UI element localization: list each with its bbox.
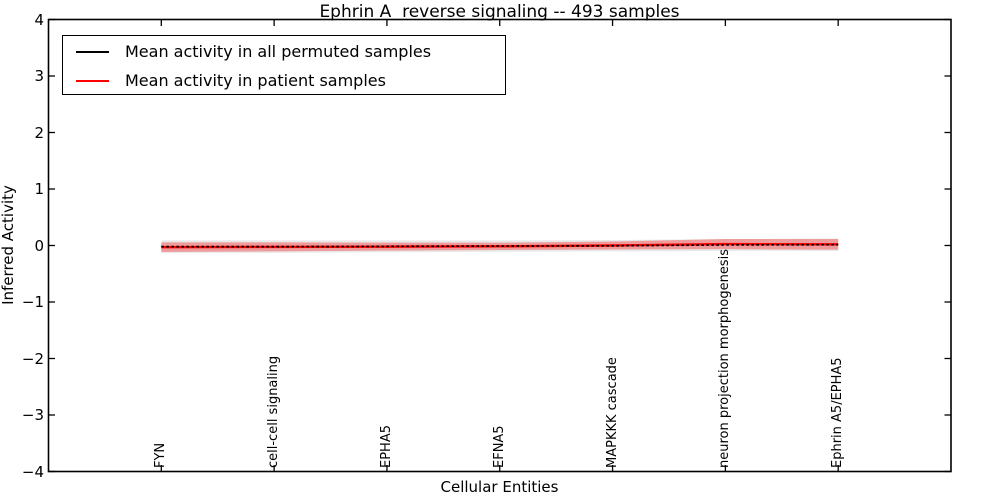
y-tick-label: 2 [34, 123, 44, 142]
y-tick-label: −2 [21, 349, 44, 368]
legend-line-sample-permuted [76, 50, 109, 53]
x-axis-label: Cellular Entities [440, 478, 559, 496]
legend-line-sample-patient [76, 79, 109, 82]
x-tick-label: FYN [153, 442, 169, 468]
x-tick-label: EPHA5 [378, 425, 394, 468]
legend-entry-permuted: Mean activity in all permuted samples [63, 37, 505, 66]
legend: Mean activity in all permuted samples Me… [62, 35, 506, 95]
y-tick-label: −1 [21, 293, 44, 311]
legend-label-patient: Mean activity in patient samples [125, 71, 386, 90]
y-tick-label: 3 [34, 67, 44, 85]
x-tick-label: MAPKKK cascade [604, 357, 620, 468]
y-tick-label: −4 [21, 462, 44, 481]
y-tick-label: −3 [21, 406, 44, 424]
legend-label-permuted: Mean activity in all permuted samples [125, 42, 432, 61]
x-tick-label: neuron projection morphogenesis [717, 249, 733, 468]
x-tick-label: EFNA5 [491, 425, 507, 468]
y-tick-label: 0 [34, 236, 44, 255]
x-tick-label: Ephrin A5/EPHA5 [830, 357, 846, 468]
x-tick-label: cell-cell signaling [266, 355, 282, 468]
y-tick-label: 4 [34, 10, 44, 29]
y-tick-label: 1 [34, 180, 44, 198]
legend-entry-patient: Mean activity in patient samples [63, 66, 505, 95]
chart-title: Ephrin A reverse signaling -- 493 sample… [319, 2, 680, 22]
